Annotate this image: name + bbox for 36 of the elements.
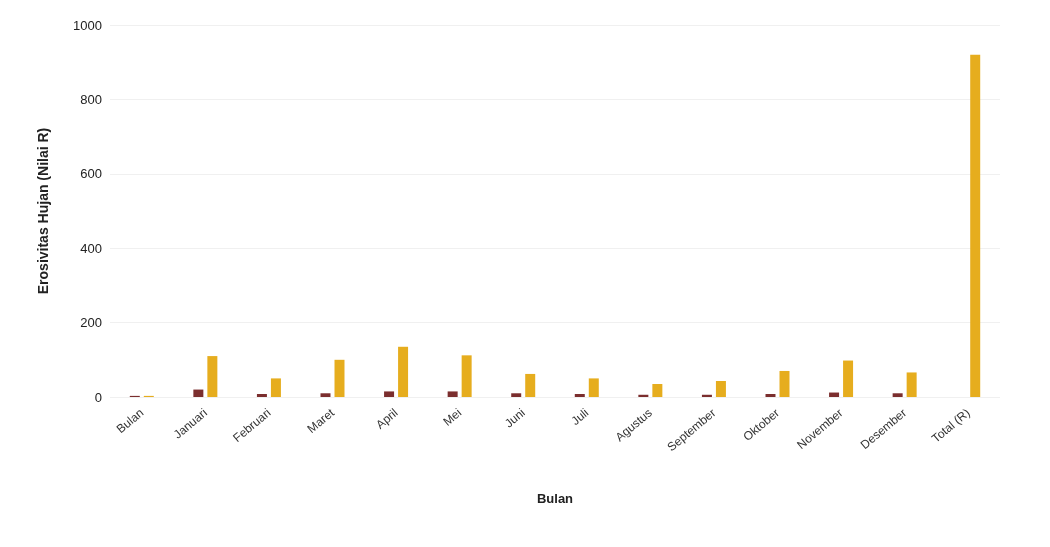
y-tick-label: 1000: [73, 17, 102, 33]
bar: [715, 381, 726, 397]
bar: [461, 355, 472, 397]
y-tick-label: 800: [80, 91, 102, 107]
bar: [906, 372, 917, 397]
bar: [652, 383, 663, 397]
bar: [779, 370, 790, 397]
bar: [334, 359, 345, 397]
bar: [588, 378, 599, 397]
bar: [765, 394, 776, 397]
x-tick-label: Juli: [568, 405, 592, 428]
bar: [256, 394, 267, 397]
bar: [970, 54, 981, 397]
bar: [320, 393, 331, 397]
x-axis-title: Bulan: [536, 491, 574, 506]
y-tick-label: 200: [80, 315, 102, 331]
bar: [447, 391, 458, 397]
x-tick-label: Total (R): [928, 405, 973, 446]
bar: [398, 346, 409, 397]
bar: [892, 393, 903, 397]
bar: [843, 360, 854, 397]
bar: [384, 391, 395, 397]
y-tick-label: 0: [94, 389, 102, 405]
y-tick-label: 600: [80, 166, 102, 182]
y-tick-label: 400: [80, 240, 102, 256]
bar: [193, 389, 204, 397]
bar: [525, 373, 536, 397]
y-axis-title: Erosivitas Hujan (Nilai R): [35, 127, 51, 295]
bar: [270, 378, 281, 397]
bar: [511, 393, 522, 397]
x-tick-label: Mei: [440, 405, 465, 429]
bar: [638, 394, 649, 397]
bar: [207, 356, 218, 397]
bar: [701, 394, 712, 397]
bar: [574, 394, 585, 397]
x-tick-label: Juni: [501, 405, 528, 431]
